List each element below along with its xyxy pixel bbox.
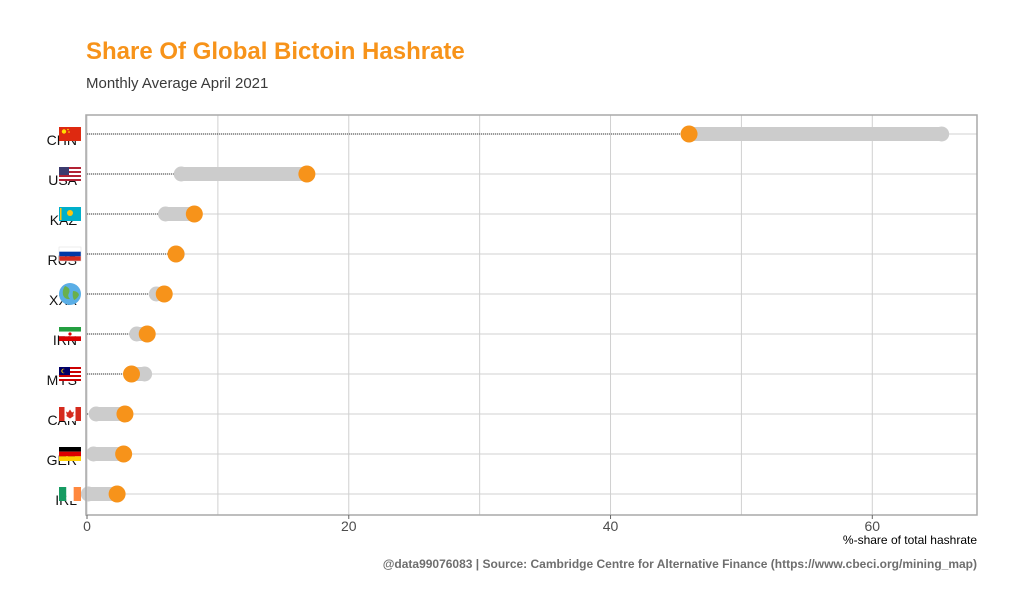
point-current-irl [108, 485, 126, 503]
x-axis-ticks: 0 20 40 60 [83, 515, 880, 534]
point-start-irl [80, 486, 96, 502]
data-points [80, 125, 950, 503]
flag-germany-icon [59, 447, 81, 461]
flag-russia-icon [58, 246, 82, 262]
point-current-usa [298, 165, 316, 183]
point-current-ger [115, 445, 133, 463]
point-start-kaz [158, 206, 174, 222]
flag-canada-icon [59, 407, 81, 421]
chart-title: Share Of Global Bictoin Hashrate [86, 38, 465, 65]
point-start-chn [934, 126, 950, 142]
x-tick-label: 0 [83, 518, 91, 534]
x-tick-label: 60 [865, 518, 881, 534]
point-current-irn [138, 325, 156, 343]
lead-lines [87, 133, 690, 495]
flag-china-icon [59, 127, 81, 141]
source-caption: @data99076083 | Source: Cambridge Centre… [382, 557, 977, 571]
point-start-ger [86, 446, 102, 462]
globe-icon [59, 283, 81, 305]
flag-icons [58, 127, 82, 501]
point-current-can [116, 405, 134, 423]
point-start-mys [137, 366, 153, 382]
chart-subtitle: Monthly Average April 2021 [86, 75, 269, 92]
flag-ireland-icon [59, 487, 81, 501]
point-start-usa [173, 166, 189, 182]
x-axis-title: %-share of total hashrate [842, 533, 977, 547]
flag-iran-icon [59, 327, 81, 341]
plot-panel-border [85, 114, 978, 516]
flag-malaysia-icon [59, 367, 81, 381]
range-bars [81, 127, 949, 501]
point-current-chn [680, 125, 698, 143]
point-start-can [88, 406, 104, 422]
x-tick-label: 40 [603, 518, 619, 534]
point-current-mys [123, 365, 140, 383]
point-current-rus [167, 245, 185, 263]
x-tick-label: 20 [341, 518, 357, 534]
flag-kazakhstan-icon [59, 207, 81, 221]
flag-usa-icon [59, 167, 81, 181]
point-current-kaz [185, 205, 203, 223]
point-current-xxx [155, 285, 173, 303]
